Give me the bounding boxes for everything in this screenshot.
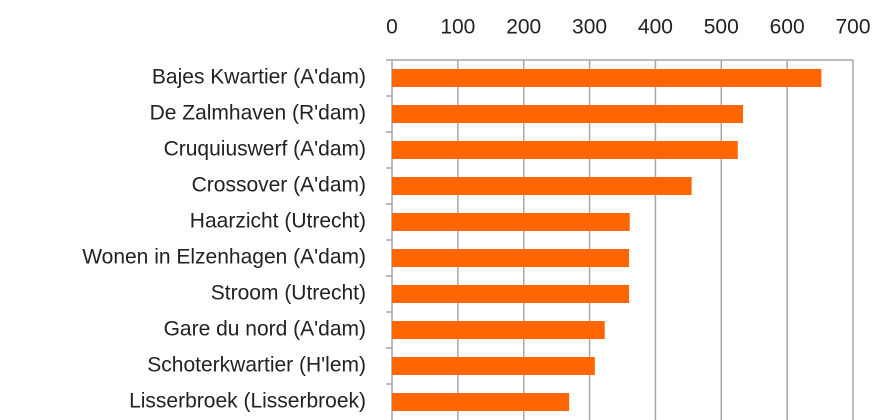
x-tick-label: 400	[638, 16, 673, 39]
y-tick-label: Cruquiuswerf (A'dam)	[164, 138, 366, 161]
bar	[392, 141, 738, 159]
bar	[392, 105, 744, 123]
y-tick-label: Schoterkwartier (H'lem)	[147, 354, 366, 377]
y-tick-label: Crossover (A'dam)	[192, 174, 366, 197]
bar	[392, 177, 692, 195]
y-tick-label: Bajes Kwartier (A'dam)	[152, 66, 366, 89]
bar	[392, 213, 630, 231]
bar	[392, 357, 595, 375]
y-tick-label: Stroom (Utrecht)	[211, 282, 366, 305]
y-tick-label: Gare du nord (A'dam)	[164, 318, 366, 341]
x-tick-label: 700	[835, 16, 870, 39]
x-tick-label: 200	[506, 16, 541, 39]
bar	[392, 393, 570, 411]
x-tick-label: 100	[440, 16, 475, 39]
y-tick-label: Haarzicht (Utrecht)	[190, 210, 366, 233]
bar	[392, 69, 822, 87]
x-tick-label: 600	[770, 16, 805, 39]
x-tick-label: 300	[572, 16, 607, 39]
x-tick-label: 0	[386, 16, 398, 39]
bar	[392, 321, 605, 339]
x-tick-label: 500	[704, 16, 739, 39]
y-tick-label: Lisserbroek (Lisserbroek)	[129, 390, 366, 413]
y-tick-label: De Zalmhaven (R'dam)	[150, 102, 366, 125]
bar	[392, 249, 630, 267]
y-tick-label: Wonen in Elzenhagen (A'dam)	[82, 246, 366, 269]
bar	[392, 285, 630, 303]
